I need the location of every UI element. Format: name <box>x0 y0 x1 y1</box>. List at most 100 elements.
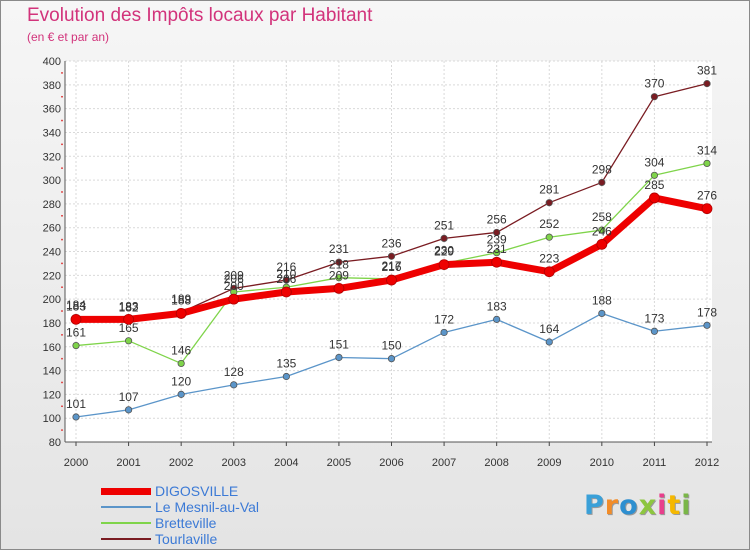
legend-swatch <box>101 538 151 540</box>
y-tick-label: 220 <box>43 270 61 282</box>
data-label: 258 <box>592 210 612 224</box>
data-label: 206 <box>224 272 244 286</box>
y-tick-label: 400 <box>43 56 61 68</box>
legend-item: Tourlaville <box>101 531 361 547</box>
x-tick-label: 2000 <box>64 457 88 469</box>
x-tick-label: 2007 <box>432 457 456 469</box>
data-label: 135 <box>276 357 296 371</box>
x-tick-label: 2003 <box>222 457 246 469</box>
data-label: 256 <box>487 212 507 226</box>
data-label: 209 <box>329 268 349 282</box>
data-point <box>387 252 396 260</box>
chart-subtitle: (en € et par an) <box>27 30 110 44</box>
proxiti-logo: Proxiti <box>584 490 692 521</box>
data-point <box>333 283 345 294</box>
data-label: 276 <box>697 189 717 203</box>
data-label: 189 <box>171 292 191 306</box>
data-point <box>598 309 606 318</box>
data-label: 101 <box>66 397 86 411</box>
data-point <box>545 199 553 207</box>
data-point <box>124 337 133 345</box>
data-label: 236 <box>381 236 401 250</box>
x-tick-label: 2006 <box>379 457 403 469</box>
data-point <box>177 390 185 398</box>
y-tick-label: 140 <box>43 366 61 378</box>
data-point <box>493 228 501 237</box>
data-point <box>387 355 396 363</box>
legend-swatch <box>101 506 151 508</box>
data-point <box>545 338 553 346</box>
data-label: 209 <box>224 268 244 282</box>
data-point <box>72 341 80 350</box>
data-point <box>598 178 606 187</box>
x-tick-label: 2002 <box>169 457 193 469</box>
logo-letter: x <box>638 490 658 521</box>
data-label: 184 <box>66 298 86 312</box>
data-label: 281 <box>539 183 559 197</box>
legend-swatch <box>101 522 151 524</box>
data-label: 285 <box>644 178 664 192</box>
data-label: 183 <box>66 299 86 313</box>
logo-letter: r <box>604 490 620 521</box>
data-point <box>701 203 713 215</box>
x-tick-label: 2012 <box>695 457 719 469</box>
data-point <box>598 226 606 234</box>
data-point <box>703 321 711 329</box>
data-point <box>335 258 343 266</box>
data-point <box>335 274 343 282</box>
data-point <box>280 286 292 298</box>
y-tick-label: 380 <box>43 80 61 92</box>
y-tick-label: 360 <box>43 104 61 116</box>
data-label: 200 <box>224 279 244 293</box>
chart-title: Evolution des Impôts locaux par Habitant <box>27 5 373 26</box>
data-label: 246 <box>592 224 612 238</box>
data-point <box>545 233 553 241</box>
data-point <box>438 259 450 270</box>
data-point <box>124 406 133 414</box>
data-point <box>650 171 659 179</box>
data-label: 150 <box>381 339 401 353</box>
legend-label: Bretteville <box>155 515 217 531</box>
data-point <box>596 238 608 250</box>
logo-letter: i <box>681 490 692 521</box>
data-label: 217 <box>381 259 401 273</box>
x-tick-label: 2004 <box>274 457 298 469</box>
data-point <box>123 313 134 325</box>
data-label: 304 <box>644 155 664 169</box>
data-point <box>386 274 397 286</box>
y-tick-label: 240 <box>43 247 61 259</box>
data-label: 223 <box>539 252 559 266</box>
data-point <box>440 328 448 337</box>
y-tick-label: 100 <box>43 413 61 425</box>
data-label: 146 <box>171 343 191 357</box>
data-point <box>440 234 448 243</box>
logo-letter: P <box>584 490 605 521</box>
x-tick-label: 2011 <box>643 457 667 469</box>
data-label: 218 <box>329 258 349 272</box>
data-point <box>230 381 238 389</box>
data-label: 164 <box>539 322 559 336</box>
data-label: 188 <box>592 293 612 307</box>
y-tick-label: 120 <box>43 389 61 401</box>
data-label: 107 <box>119 390 139 404</box>
data-label: 370 <box>644 77 664 91</box>
data-label: 120 <box>171 374 191 388</box>
data-label: 188 <box>171 293 191 307</box>
x-tick-label: 2005 <box>327 457 351 469</box>
data-point <box>177 359 185 368</box>
data-label: 210 <box>276 267 296 281</box>
y-tick-label: 300 <box>43 175 61 187</box>
chart-legend: DIGOSVILLE Le Mesnil-au-Val Bretteville Tou… <box>101 483 361 547</box>
legend-label: Le Mesnil-au-Val <box>155 499 260 515</box>
data-point <box>335 353 343 362</box>
data-label: 161 <box>66 326 86 340</box>
data-point <box>70 313 82 325</box>
data-label: 381 <box>697 64 717 78</box>
data-label: 128 <box>224 365 244 379</box>
data-label: 151 <box>329 337 349 351</box>
plot-area <box>65 61 712 442</box>
y-tick-label: 260 <box>43 223 61 235</box>
data-point <box>282 372 290 381</box>
data-point <box>649 192 660 204</box>
data-label: 314 <box>697 143 717 157</box>
